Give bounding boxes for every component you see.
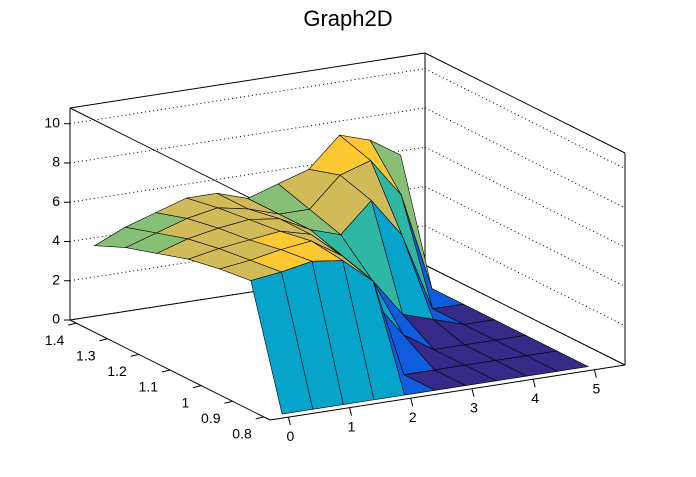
x-tick-label: 5 (592, 380, 600, 396)
z-tick-label: 6 (52, 193, 60, 209)
x-tick-label: 4 (531, 390, 539, 406)
x-axis (269, 364, 626, 421)
z-tick-label: 8 (52, 154, 60, 170)
x-tick (287, 417, 291, 426)
grid-line (69, 68, 426, 125)
y-tick (193, 385, 202, 389)
z-tick-label: 4 (52, 232, 60, 248)
y-tick-label: 1.2 (107, 363, 127, 379)
x-tick-label: 3 (470, 399, 478, 415)
x-tick (410, 398, 414, 407)
grid-line (424, 68, 626, 170)
box-edge (424, 264, 626, 366)
z-tick-label: 0 (52, 311, 60, 327)
y-tick (224, 400, 233, 404)
chart-title: Graph2D (303, 6, 392, 31)
x-tick (593, 369, 597, 378)
x-tick (349, 407, 353, 416)
y-tick-label: 1.4 (45, 332, 65, 348)
x-tick-label: 2 (409, 409, 417, 425)
grid-line (424, 146, 626, 248)
y-tick (68, 322, 77, 326)
y-tick-label: 1.3 (76, 347, 96, 363)
x-tick (471, 388, 475, 397)
x-tick-label: 0 (286, 428, 294, 444)
y-tick (255, 416, 264, 420)
box-edge (424, 52, 626, 154)
z-tick-label: 2 (52, 271, 60, 287)
box-edge (69, 107, 271, 209)
grid-line (424, 107, 626, 209)
y-tick (99, 338, 108, 342)
x-tick (532, 379, 536, 388)
z-tick-label: 10 (44, 114, 60, 130)
surface-cell (250, 271, 314, 415)
y-tick-label: 0.9 (201, 410, 221, 426)
box-edge (69, 52, 426, 109)
y-tick-label: 0.8 (232, 426, 252, 442)
y-tick (161, 369, 171, 373)
grid-line (424, 186, 626, 287)
y-tick-label: 1.1 (139, 379, 159, 395)
y-tick (130, 353, 139, 357)
x-tick-label: 1 (348, 418, 356, 434)
y-tick-label: 1 (181, 394, 189, 410)
